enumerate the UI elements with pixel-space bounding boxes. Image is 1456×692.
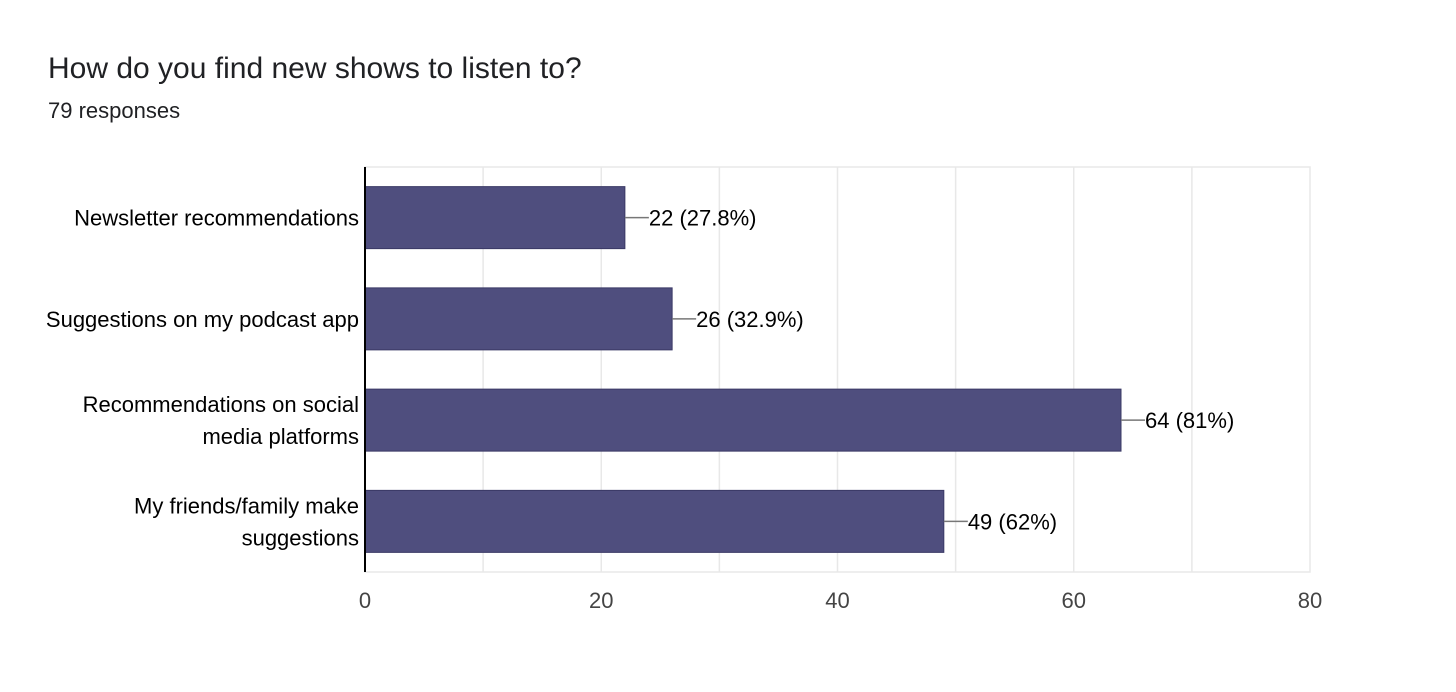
category-label-line: Newsletter recommendations	[74, 206, 359, 231]
value-label: 26 (32.9%)	[696, 307, 804, 332]
value-label: 49 (62%)	[968, 509, 1057, 534]
x-tick-label: 0	[359, 588, 371, 613]
category-label-line: Suggestions on my podcast app	[46, 307, 359, 332]
value-label: 22 (27.8%)	[649, 206, 757, 231]
bar	[364, 489, 945, 553]
category-label: Recommendations on social media platforms	[83, 392, 359, 449]
category-label-line: suggestions	[242, 525, 359, 550]
x-tick-label: 20	[589, 588, 613, 613]
bar	[364, 287, 673, 351]
category-label: Newsletter recommendations	[74, 206, 359, 231]
response-count: 79 responses	[48, 98, 181, 123]
axes: 0 20 40 60 80	[359, 167, 1322, 613]
x-tick-label: 80	[1298, 588, 1322, 613]
chart-title: How do you find new shows to listen to?	[48, 52, 582, 85]
bar	[364, 186, 626, 250]
category-label-line: My friends/family make	[134, 493, 359, 518]
category-label-line: Recommendations on social	[83, 392, 359, 417]
labels: 22 (27.8%) Newsletter recommendations 26 (…	[46, 206, 1234, 551]
x-tick-label: 60	[1062, 588, 1086, 613]
x-tick-label: 40	[825, 588, 849, 613]
category-label-line: media platforms	[202, 424, 359, 449]
category-label: My friends/family make suggestions	[134, 493, 359, 550]
bars	[364, 186, 1122, 553]
category-label: Suggestions on my podcast app	[46, 307, 359, 332]
value-label: 64 (81%)	[1145, 408, 1234, 433]
bar	[364, 388, 1122, 452]
